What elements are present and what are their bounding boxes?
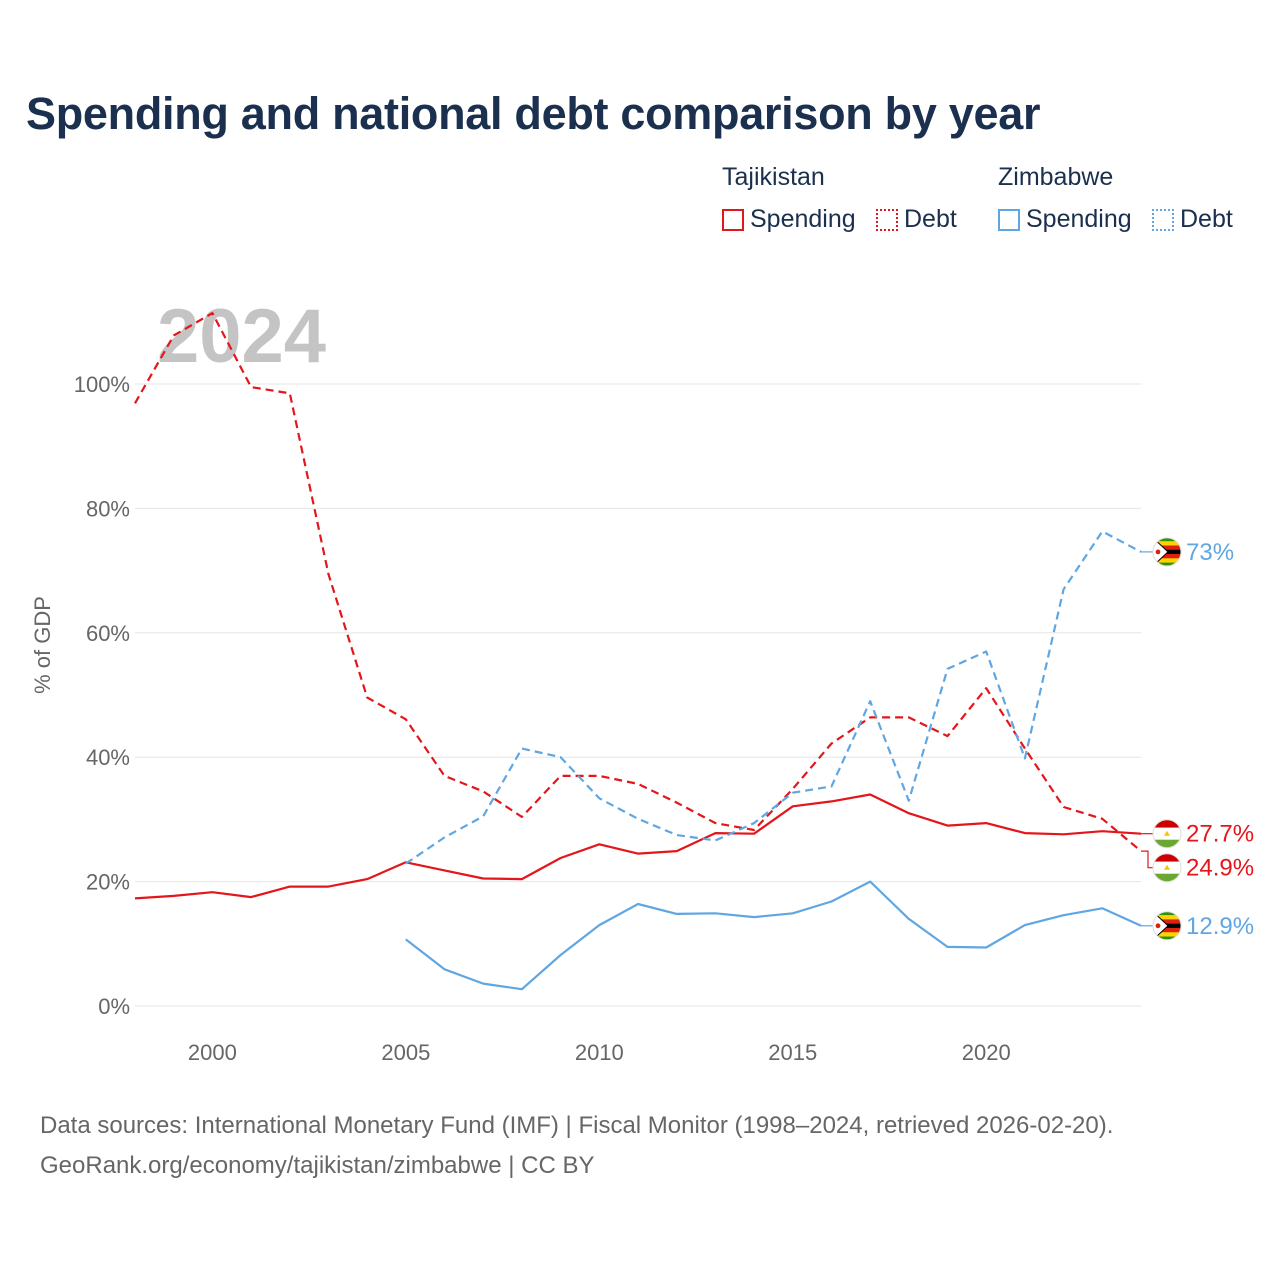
y-axis-ticks: 0% 20% 40% 60% 80% 100% xyxy=(74,372,130,1019)
tajikistan-flag-icon xyxy=(1152,819,1182,849)
zimbabwe-flag-icon xyxy=(1152,537,1182,567)
legend-item-zimbabwe-spending[interactable]: Spending xyxy=(998,205,1132,234)
y-tick-label: 100% xyxy=(74,372,130,397)
x-tick-label: 2015 xyxy=(768,1040,817,1065)
legend-swatch-dotted-icon xyxy=(876,208,898,231)
end-value-label: 27.7% xyxy=(1186,821,1254,848)
x-tick-label: 2005 xyxy=(381,1040,430,1065)
legend-item-label: Debt xyxy=(1180,205,1233,233)
series-line xyxy=(405,880,1142,991)
data-sources: Data sources: International Monetary Fun… xyxy=(40,1106,1113,1186)
x-axis-ticks: 2000 2005 2010 2015 2020 xyxy=(188,1040,1011,1065)
year-watermark: 2024 xyxy=(157,294,326,379)
series-lines xyxy=(134,312,1142,991)
y-tick-label: 20% xyxy=(86,870,130,895)
legend-item-tajikistan-debt[interactable]: Debt xyxy=(876,205,957,234)
y-tick-label: 60% xyxy=(86,621,130,646)
legend-item-zimbabwe-debt[interactable]: Debt xyxy=(1152,205,1233,234)
x-tick-label: 2000 xyxy=(188,1040,237,1065)
legend-item-label: Spending xyxy=(750,205,856,233)
sources-line-2: GeoRank.org/economy/tajikistan/zimbabwe … xyxy=(40,1152,595,1179)
end-value-label: 12.9% xyxy=(1186,913,1254,940)
legend-swatch-dotted-icon xyxy=(1152,208,1174,231)
end-connector xyxy=(1141,850,1153,869)
sources-line-1: Data sources: International Monetary Fun… xyxy=(40,1112,1114,1139)
x-tick-label: 2020 xyxy=(962,1040,1011,1065)
legend-item-label: Debt xyxy=(904,205,957,233)
y-tick-label: 0% xyxy=(98,994,130,1019)
zimbabwe-flag-icon xyxy=(1152,911,1182,941)
legend-swatch-solid-icon xyxy=(998,208,1020,231)
line-chart: 2024 0% 20% 40% 60% 80% 100% 2000 2005 2010 2015… xyxy=(30,294,1254,1065)
tajikistan-flag-icon xyxy=(1152,853,1182,883)
legend-item-label: Spending xyxy=(1026,205,1132,233)
legend-swatch-solid-icon xyxy=(722,208,744,231)
legend-item-tajikistan-spending[interactable]: Spending xyxy=(722,205,856,234)
legend-group-name: Zimbabwe xyxy=(998,163,1114,191)
y-tick-label: 80% xyxy=(86,496,130,521)
y-axis-label: % of GDP xyxy=(30,596,55,694)
series-line xyxy=(405,530,1142,865)
grid-lines xyxy=(135,383,1141,1007)
legend-group-name: Tajikistan xyxy=(722,163,825,191)
series-line xyxy=(134,312,1142,852)
y-tick-label: 40% xyxy=(86,745,130,770)
x-tick-label: 2010 xyxy=(575,1040,624,1065)
series-line xyxy=(134,793,1142,900)
end-value-label: 24.9% xyxy=(1186,855,1254,882)
end-value-label: 73% xyxy=(1186,539,1234,566)
end-markers: 27.7% 24.9% 12.9% 73% xyxy=(1141,537,1254,941)
chart-title: Spending and national debt comparison by… xyxy=(26,88,1041,139)
